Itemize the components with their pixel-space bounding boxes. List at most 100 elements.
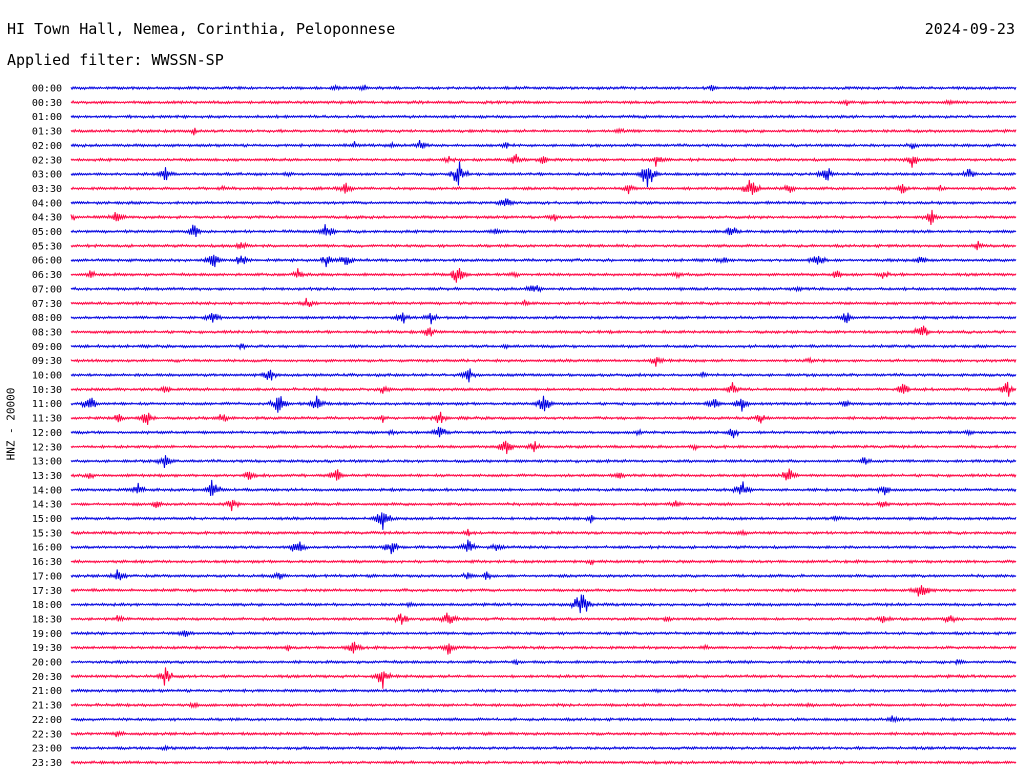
trace-line <box>70 297 1017 308</box>
trace-line <box>70 569 1017 581</box>
time-label: 18:30 <box>32 614 62 625</box>
time-label: 20:00 <box>32 658 62 669</box>
trace-line <box>70 325 1017 337</box>
trace-line <box>70 209 1017 226</box>
trace-line <box>70 343 1017 351</box>
time-label: 10:30 <box>32 385 62 396</box>
time-label: 05:30 <box>32 241 62 252</box>
trace-line <box>70 161 1017 188</box>
time-label: 23:30 <box>32 758 62 769</box>
trace-line <box>70 312 1017 325</box>
time-label: 17:00 <box>32 571 62 582</box>
trace-line <box>70 512 1017 530</box>
time-label: 18:00 <box>32 600 62 611</box>
trace-line <box>70 98 1017 106</box>
time-label: 04:00 <box>32 198 62 209</box>
time-label: 06:00 <box>32 256 62 267</box>
time-label: 08:00 <box>32 313 62 324</box>
time-label: 14:30 <box>32 500 62 511</box>
trace-line <box>70 744 1017 752</box>
time-label: 20:30 <box>32 672 62 683</box>
trace-line <box>70 285 1017 293</box>
time-label: 01:30 <box>32 127 62 138</box>
time-label: 12:30 <box>32 442 62 453</box>
time-label: 01:00 <box>32 112 62 123</box>
trace-line <box>70 224 1017 237</box>
trace-line <box>70 139 1017 150</box>
trace-line <box>70 499 1017 512</box>
time-label: 17:30 <box>32 586 62 597</box>
trace-line <box>70 153 1017 168</box>
time-label: 19:00 <box>32 629 62 640</box>
trace-line <box>70 179 1017 195</box>
trace-line <box>70 641 1017 655</box>
time-label: 09:30 <box>32 356 62 367</box>
time-label: 16:00 <box>32 543 62 554</box>
trace-line <box>70 468 1017 481</box>
time-label: 21:00 <box>32 686 62 697</box>
record-date: 2024-09-23 <box>924 20 1015 38</box>
time-label: 22:30 <box>32 729 62 740</box>
trace-line <box>70 701 1017 710</box>
time-label: 10:00 <box>32 371 62 382</box>
time-label: 00:30 <box>32 98 62 109</box>
station-title: HI Town Hall, Nemea, Corinthia, Peloponn… <box>7 20 396 38</box>
trace-line <box>70 356 1017 367</box>
time-label: 07:30 <box>32 299 62 310</box>
time-label: 19:30 <box>32 643 62 654</box>
time-label: 21:30 <box>32 701 62 712</box>
trace-line <box>70 612 1017 625</box>
trace-line <box>70 585 1017 597</box>
trace-line <box>70 440 1017 455</box>
time-label: 13:00 <box>32 457 62 468</box>
trace-line <box>70 715 1017 724</box>
trace-line <box>70 594 1017 614</box>
time-label: 03:30 <box>32 184 62 195</box>
trace-line <box>70 114 1017 120</box>
time-label: 22:00 <box>32 715 62 726</box>
trace-line <box>70 240 1017 251</box>
time-label: 11:00 <box>32 399 62 410</box>
trace-line <box>70 426 1017 439</box>
time-label: 07:00 <box>32 284 62 295</box>
time-label: 05:00 <box>32 227 62 238</box>
trace-line <box>70 127 1017 136</box>
trace-line <box>70 395 1017 413</box>
time-label: 06:30 <box>32 270 62 281</box>
trace-line <box>70 83 1017 92</box>
trace-line <box>70 479 1017 497</box>
trace-line <box>70 558 1017 566</box>
trace-line <box>70 688 1017 694</box>
time-label: 04:30 <box>32 213 62 224</box>
trace-line <box>70 368 1017 383</box>
trace-line <box>70 528 1017 537</box>
trace-line <box>70 667 1017 689</box>
time-label: 02:00 <box>32 141 62 152</box>
trace-line <box>70 268 1017 283</box>
time-label: 00:00 <box>32 84 62 95</box>
time-label: 02:30 <box>32 155 62 166</box>
time-label: 13:30 <box>32 471 62 482</box>
time-label: 15:30 <box>32 528 62 539</box>
time-label: 09:00 <box>32 342 62 353</box>
trace-line <box>70 730 1017 738</box>
time-label: 11:30 <box>32 414 62 425</box>
filter-label: Applied filter: WWSSN-SP <box>7 51 224 69</box>
trace-line <box>70 254 1017 268</box>
time-label: 15:00 <box>32 514 62 525</box>
time-label: 03:00 <box>32 170 62 181</box>
time-label: 23:00 <box>32 744 62 755</box>
trace-line <box>70 759 1017 766</box>
trace-line <box>70 630 1017 638</box>
time-label: 14:00 <box>32 485 62 496</box>
trace-line <box>70 658 1017 666</box>
time-label: 12:00 <box>32 428 62 439</box>
trace-line <box>70 198 1017 207</box>
trace-line <box>70 411 1017 426</box>
time-label: 08:30 <box>32 327 62 338</box>
trace-line <box>70 539 1017 555</box>
trace-line <box>70 455 1017 469</box>
time-label: 16:30 <box>32 557 62 568</box>
trace-line <box>70 381 1017 397</box>
